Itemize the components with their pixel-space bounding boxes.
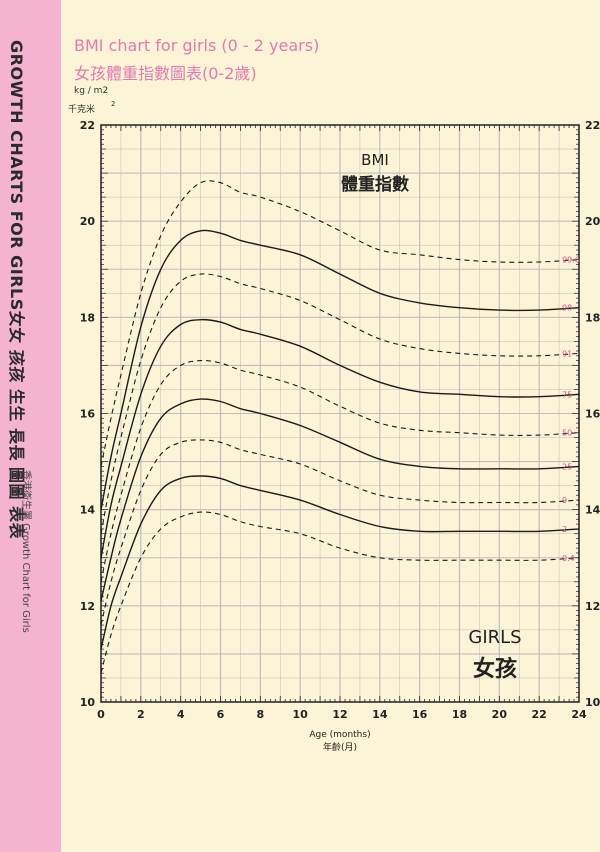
x-tick-label: 2 (137, 708, 145, 721)
percentile-label: 99.6 (562, 256, 580, 265)
percentile-label: 9 (562, 496, 567, 505)
x-tick-label: 0 (97, 708, 105, 721)
percentile-label: 25 (562, 462, 572, 471)
girls-label-chinese: 女孩 (473, 656, 517, 682)
percentile-label: 91 (562, 349, 572, 358)
y-tick-label: 20 (80, 215, 96, 228)
percentile-label: 2 (562, 525, 567, 534)
unit-superscript: 2 (111, 100, 116, 108)
girls-label: GIRLS (468, 627, 521, 648)
unit-label-chinese: 千克米 (68, 105, 96, 115)
x-tick-label: 10 (293, 708, 309, 721)
unit-label-english: kg / m2 (74, 86, 109, 96)
y-tick-label-right: 14 (585, 504, 600, 517)
percentile-curve-25 (100, 398, 580, 602)
percentile-label: 50 (562, 429, 572, 438)
sidebar: GROWTH CHARTS FOR GIRLS女女 孩孩 生生 長長 圖圖 表表… (0, 0, 61, 852)
x-tick-label: 14 (372, 708, 388, 721)
percentile-curve-0-4 (100, 511, 580, 674)
chart-title-chinese: 女孩體重指數圖表(0-2歲) (74, 64, 257, 83)
x-axis-label-chinese: 年齡(月) (323, 741, 357, 753)
percentile-label: 75 (562, 390, 572, 399)
chart-title-english: BMI chart for girls (0 - 2 years) (74, 36, 320, 55)
percentile-curve-75 (100, 318, 580, 558)
percentile-curve-2 (100, 475, 580, 650)
chart-inner-title-chinese: 體重指數 (341, 174, 409, 195)
y-tick-label: 12 (80, 600, 95, 613)
percentile-curve-98 (100, 229, 580, 510)
percentile-curve-99-6 (100, 180, 580, 467)
percentile-curve-9 (100, 439, 580, 626)
y-tick-label: 18 (80, 311, 95, 324)
percentile-label: 0.4 (562, 554, 575, 563)
x-tick-label: 4 (177, 708, 185, 721)
chart-inner-title: BMI (361, 151, 389, 169)
y-tick-label: 14 (80, 504, 96, 517)
percentile-label: 98 (562, 304, 572, 313)
y-tick-label: 16 (80, 408, 96, 421)
x-tick-label: 18 (452, 708, 467, 721)
x-tick-label: 22 (532, 708, 547, 721)
percentile-curve-91 (100, 273, 580, 534)
x-tick-label: 16 (412, 708, 428, 721)
y-tick-label-right: 20 (585, 215, 600, 228)
x-tick-label: 8 (257, 708, 265, 721)
y-tick-label-right: 16 (585, 408, 600, 421)
percentile-curve-50 (100, 359, 580, 582)
y-tick-label-right: 18 (585, 311, 600, 324)
y-tick-label-right: 12 (585, 600, 600, 613)
y-tick-label: 10 (80, 696, 96, 709)
y-tick-label: 22 (80, 119, 95, 132)
plot-frame (100, 124, 580, 703)
x-tick-label: 12 (332, 708, 347, 721)
x-tick-label: 20 (492, 708, 508, 721)
percentile-curves (100, 180, 580, 674)
x-tick-label: 24 (571, 708, 587, 721)
y-tick-label-right: 22 (585, 119, 600, 132)
y-tick-label-right: 10 (585, 696, 600, 709)
grid (100, 124, 580, 703)
x-tick-label: 6 (217, 708, 225, 721)
x-axis-label: Age (months) (309, 730, 370, 740)
